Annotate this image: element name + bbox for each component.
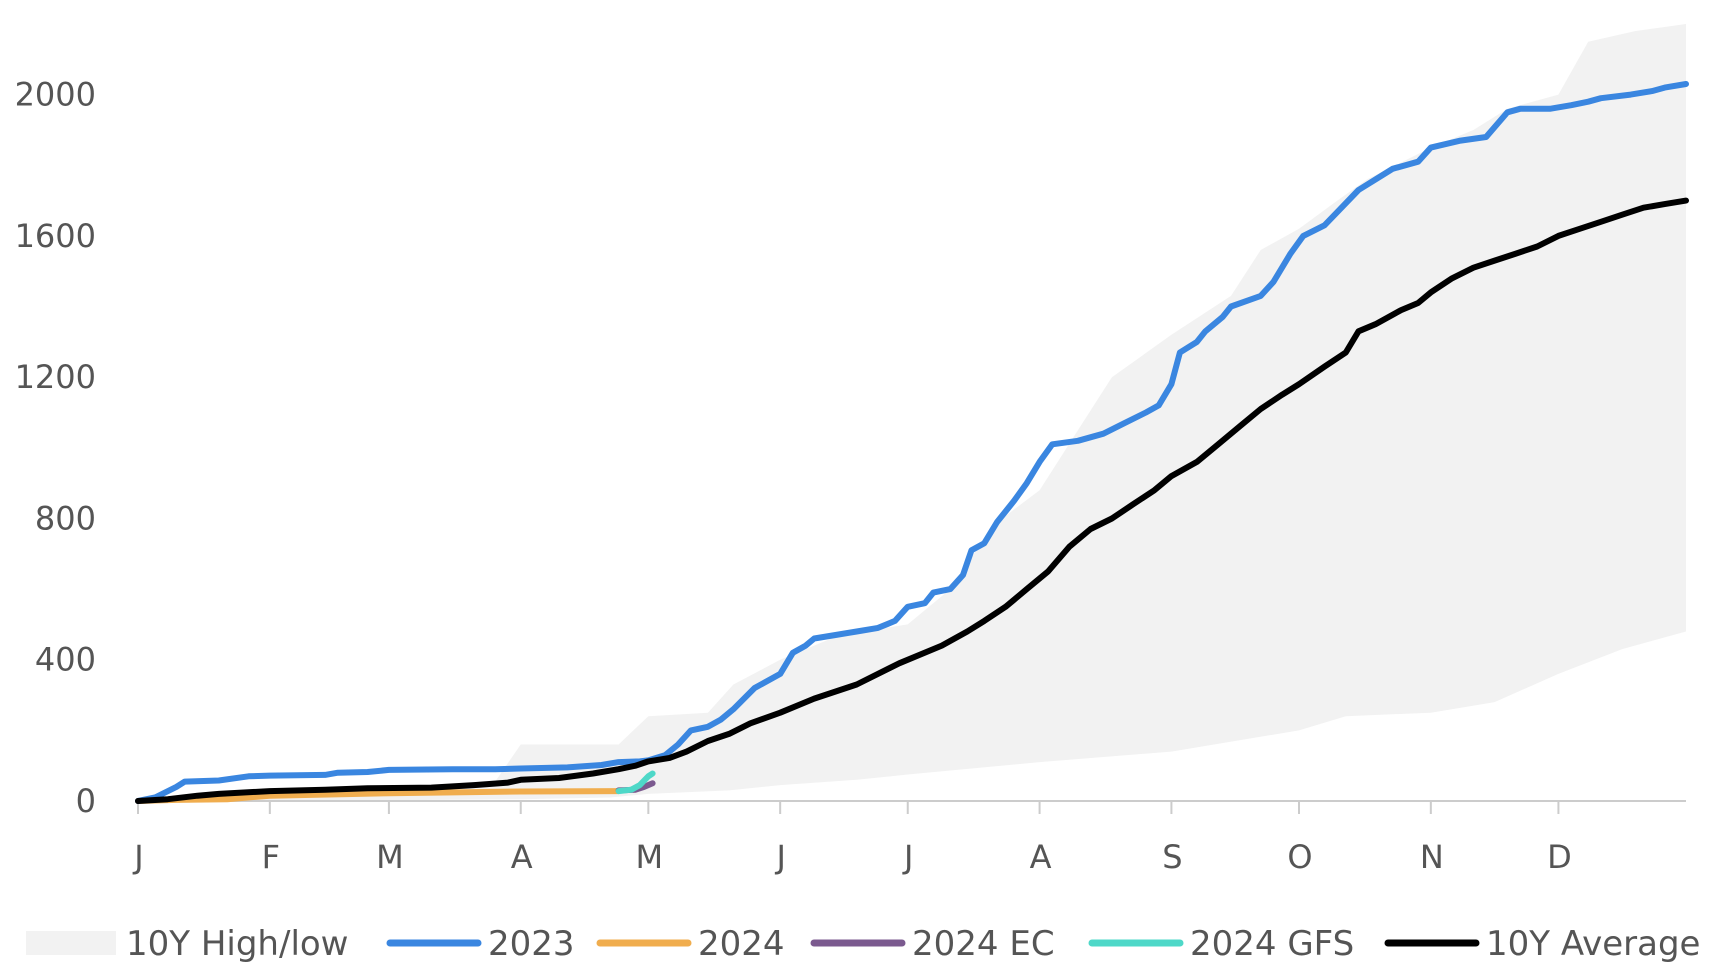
legend-label-2024: 2024	[698, 924, 785, 964]
x-tick-label: J	[774, 838, 785, 876]
x-tick-label: A	[511, 838, 533, 876]
legend: 10Y High/low 2023 2024 2024 EC 2024 GFS 10Y A…	[26, 924, 1700, 964]
x-tick-label: M	[376, 838, 404, 876]
series-line-10y-average	[135, 197, 1689, 804]
x-tick-label: D	[1547, 838, 1572, 876]
y-tick-label: 800	[35, 499, 96, 537]
x-tick-label: O	[1287, 838, 1312, 876]
axis-layer: 0 400 800 1200 1600 2000 J F M A M J J A S O N D	[15, 76, 1686, 876]
x-tick-label: A	[1030, 838, 1052, 876]
series-line-2024-gfs	[615, 770, 656, 795]
legend-label-2023: 2023	[488, 924, 575, 964]
series-layer	[135, 81, 1689, 804]
y-tick-label: 1600	[15, 217, 96, 255]
y-tick-label: 0	[76, 782, 96, 820]
x-tick-label: M	[636, 838, 664, 876]
legend-label-high-low: 10Y High/low	[126, 924, 349, 964]
y-tick-label: 2000	[15, 76, 96, 114]
band-high-low	[138, 24, 1686, 801]
y-tick-label: 1200	[15, 358, 96, 396]
high-low-band-layer	[138, 24, 1686, 801]
legend-label-2024-ec: 2024 EC	[912, 924, 1055, 964]
series-line-2023	[135, 81, 1689, 804]
legend-label-10y-average: 10Y Average	[1486, 924, 1700, 964]
legend-label-2024-gfs: 2024 GFS	[1190, 924, 1354, 964]
x-tick-label: F	[262, 838, 280, 876]
x-tick-label: J	[902, 838, 913, 876]
y-tick-label: 400	[35, 641, 96, 679]
x-tick-label: N	[1420, 838, 1444, 876]
legend-swatch-high-low	[26, 931, 116, 955]
x-tick-label: J	[132, 838, 143, 876]
x-tick-label: S	[1162, 838, 1182, 876]
